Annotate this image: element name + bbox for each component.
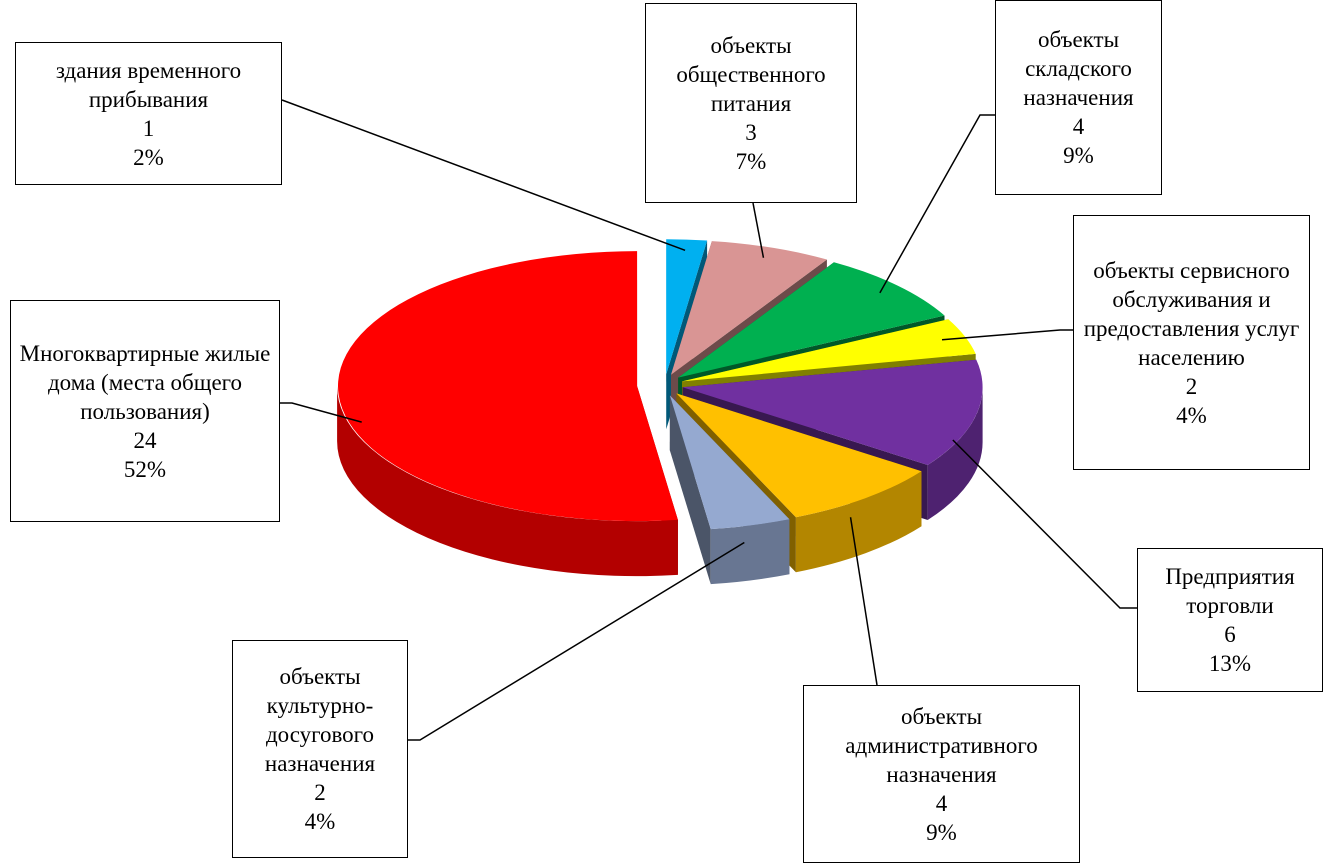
slice-side (927, 387, 983, 520)
leader-line (879, 114, 995, 294)
data-label: объекты общественного питания 3 7% (645, 3, 857, 203)
label-value: 4 (935, 790, 948, 816)
label-percent: 13% (1208, 651, 1252, 676)
leader-line (281, 99, 686, 252)
data-label: Многоквартирные жилые дома (места общего… (10, 300, 280, 522)
leader-line (752, 202, 765, 258)
label-percent: 9% (926, 819, 957, 845)
leader-line (952, 439, 1137, 609)
label-name: Предприятия торговли (1165, 564, 1295, 618)
pie-tops (337, 239, 983, 530)
data-label: объекты сервисного обслуживания и предос… (1073, 215, 1310, 470)
label-name: объекты общественного питания (676, 32, 826, 116)
label-percent: 7% (735, 148, 767, 174)
slice-wall (669, 395, 711, 585)
label-name: здания временного прибывания (55, 57, 242, 112)
label-percent: 4% (1176, 402, 1207, 428)
label-name: Многоквартирные жилые дома (места общего… (19, 340, 271, 424)
label-value: 2 (1185, 373, 1198, 399)
slice-side (795, 471, 922, 573)
label-name: объекты административного назначения (845, 703, 1038, 787)
label-value: 24 (133, 427, 157, 453)
slice (682, 359, 983, 465)
data-label: объекты административного назначения 4 9% (803, 685, 1080, 863)
leader-line (941, 329, 1073, 341)
slice (678, 262, 945, 378)
label-value: 3 (745, 119, 757, 145)
label-percent: 9% (1063, 143, 1094, 168)
label-value: 2 (314, 780, 326, 805)
label-percent: 52% (123, 456, 167, 482)
label-value: 1 (142, 115, 155, 141)
label-percent: 4% (304, 809, 336, 834)
data-label: здания временного прибывания 1 2% (15, 42, 282, 185)
leader-line (408, 541, 745, 741)
label-percent: 2% (133, 144, 164, 170)
leader-line (280, 402, 362, 423)
slice (682, 319, 976, 382)
slice-side (710, 519, 790, 585)
label-name: объекты культурно-досугового назначения (264, 664, 376, 776)
data-label: объекты складского назначения 4 9% (995, 0, 1162, 195)
slice (669, 395, 790, 530)
leader-line (849, 517, 878, 686)
label-value: 4 (1072, 114, 1085, 139)
slice (676, 393, 922, 518)
slice-side (337, 386, 678, 577)
slice (671, 241, 827, 375)
slice (337, 251, 678, 522)
label-value: 6 (1224, 622, 1236, 647)
label-name: объекты сервисного обслуживания и предос… (1083, 257, 1300, 370)
slice (666, 239, 708, 375)
data-label: объекты культурно-досугового назначения 2… (232, 640, 408, 858)
label-name: объекты складского назначения (1023, 27, 1134, 110)
data-label: Предприятия торговли 6 13% (1137, 548, 1323, 692)
